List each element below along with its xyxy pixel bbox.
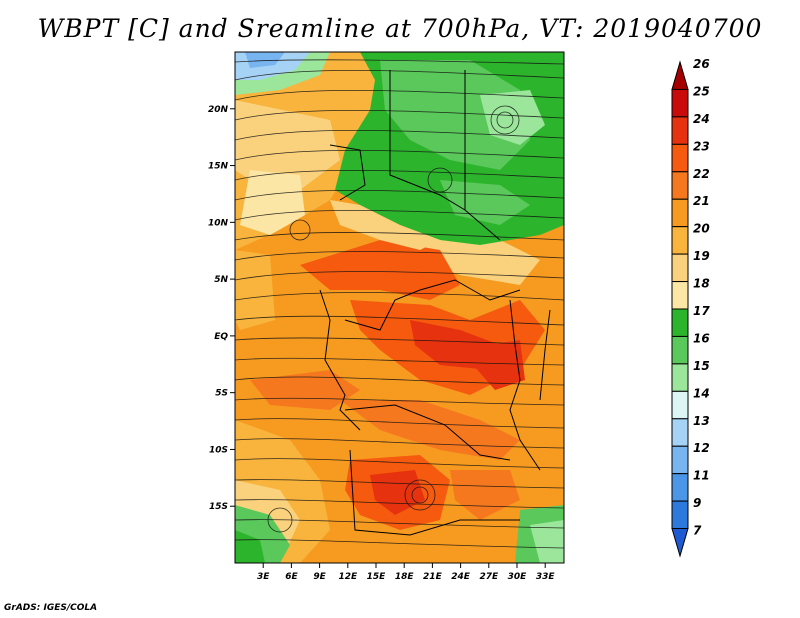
colorbar-label: 19 xyxy=(693,249,710,263)
lon-label: 15E xyxy=(367,572,387,582)
colorbar-label: 9 xyxy=(693,496,701,510)
colorbar-label: 22 xyxy=(693,167,710,181)
colorbar-swatch xyxy=(671,116,689,145)
colorbar-label: 18 xyxy=(693,277,710,291)
lat-label: 10S xyxy=(209,445,228,455)
colorbar-label: 16 xyxy=(693,331,710,345)
lon-label: 21E xyxy=(423,572,443,582)
colorbar-swatch xyxy=(671,253,689,283)
chart-title: WBPT [C] and Sreamline at 700hPa, VT: 20… xyxy=(37,14,763,43)
colorbar-label: 21 xyxy=(693,194,710,208)
lon-label: 12E xyxy=(338,572,358,582)
lon-label: 30E xyxy=(508,572,528,582)
lat-label: 10N xyxy=(208,218,229,228)
colorbar-label: 24 xyxy=(693,112,710,126)
colorbar-swatch xyxy=(671,500,689,530)
lon-label: 9E xyxy=(313,572,326,582)
lon-label: 24E xyxy=(451,572,471,582)
colorbar-swatch xyxy=(671,88,689,118)
lat-label: 15N xyxy=(208,162,229,172)
lat-label: 5N xyxy=(214,275,228,285)
colorbar-swatch xyxy=(671,60,689,90)
colorbar-label: 12 xyxy=(693,441,710,455)
latitude-axis: 20N 15N 10N 5N EQ 5S 10S 15S xyxy=(208,105,235,512)
colorbar-label: 20 xyxy=(693,222,710,236)
credit-label: GrADS: IGES/COLA xyxy=(4,603,98,613)
lon-label: 3E xyxy=(257,572,270,582)
longitude-axis: 3E 6E 9E 12E 15E 18E 21E 24E 27E 30E 33E xyxy=(257,563,555,582)
colorbar-swatch xyxy=(671,445,689,475)
colorbar-swatch xyxy=(671,281,689,310)
colorbar-swatch xyxy=(671,198,689,228)
colorbar-swatch xyxy=(671,226,689,255)
colorbar-label: 26 xyxy=(693,57,710,71)
lat-label: 5S xyxy=(215,389,228,399)
map-panel xyxy=(235,52,564,563)
colorbar-swatch xyxy=(671,528,689,558)
lat-label: EQ xyxy=(214,332,228,342)
colorbar-swatch xyxy=(671,335,689,365)
lon-label: 6E xyxy=(285,572,298,582)
colorbar-label: 13 xyxy=(693,414,710,428)
colorbar-label: 14 xyxy=(693,386,710,400)
lon-label: 18E xyxy=(395,572,415,582)
colorbar-swatch xyxy=(671,418,689,447)
colorbar-swatch xyxy=(671,473,689,502)
colorbar-label: 23 xyxy=(693,139,710,153)
colorbar: 26 25 24 23 22 21 20 19 18 17 16 15 14 13 12 11 9 7 xyxy=(671,57,710,558)
colorbar-label: 17 xyxy=(693,304,710,318)
map-frame xyxy=(234,51,565,564)
lon-label: 27E xyxy=(479,572,499,582)
colorbar-label: 15 xyxy=(693,359,710,373)
lat-label: 20N xyxy=(208,105,229,115)
lat-label: 15S xyxy=(209,502,228,512)
colorbar-label: 7 xyxy=(693,524,702,538)
colorbar-label: 11 xyxy=(693,469,710,483)
colorbar-swatch xyxy=(671,308,689,337)
lon-label: 33E xyxy=(536,572,556,582)
colorbar-swatch xyxy=(671,363,689,392)
colorbar-swatch xyxy=(671,390,689,420)
colorbar-swatch xyxy=(671,143,689,173)
colorbar-swatch xyxy=(671,171,689,200)
colorbar-label: 25 xyxy=(693,84,710,98)
country-borders xyxy=(319,70,551,536)
